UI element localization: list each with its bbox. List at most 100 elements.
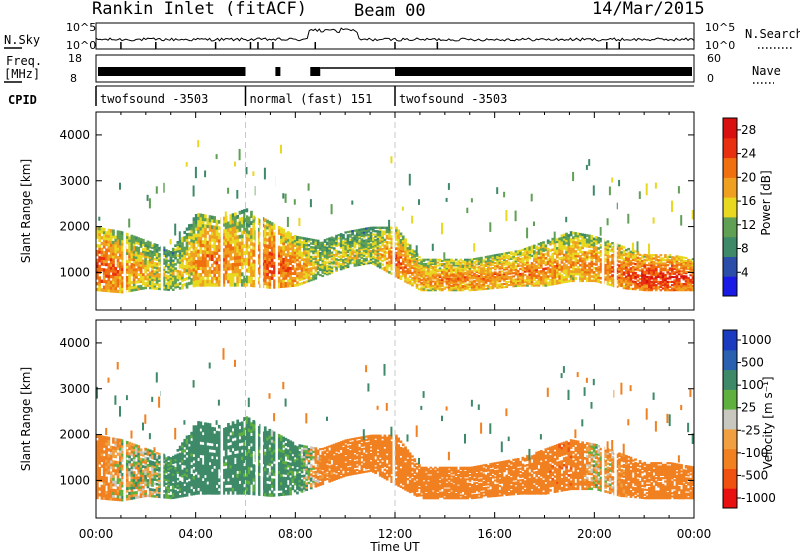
scatter-cell (346, 259, 350, 262)
scatter-cell (443, 268, 446, 271)
scatter-speckle (309, 199, 312, 208)
scatter-cell (385, 228, 389, 232)
scatter-cell (574, 252, 578, 256)
scatter-cell (280, 232, 283, 236)
scatter-cell (303, 241, 306, 244)
scatter-cell (252, 263, 256, 267)
scatter-speckle (565, 216, 568, 223)
scatter-cell (312, 272, 315, 275)
scatter-speckle (505, 210, 508, 222)
scatter-speckle (445, 197, 448, 202)
scatter-cell (406, 270, 410, 273)
scatter-cell (597, 278, 601, 281)
scatter-cell (399, 245, 403, 248)
scatter-cell (165, 288, 168, 291)
scatter-cell (112, 243, 115, 248)
scatter-cell (588, 277, 591, 280)
scatter-cell (98, 288, 101, 292)
scatter-cell (183, 246, 187, 250)
scatter-cell (293, 241, 297, 245)
scatter-cell (98, 461, 101, 465)
scatter-cell (418, 266, 421, 269)
scatter-cell (450, 267, 453, 270)
scatter-cell (227, 231, 230, 235)
scatter-cell (116, 264, 120, 268)
scatter-cell (514, 268, 518, 271)
scatter-cell (413, 263, 417, 266)
scatter-cell (355, 255, 359, 259)
scatter-cell (687, 265, 690, 267)
scatter-cell (351, 248, 354, 251)
scatter-cell (424, 273, 428, 276)
scatter-cell (643, 265, 647, 268)
scatter-cell (100, 259, 104, 263)
scatter-cell (146, 245, 150, 248)
scatter-cell (546, 268, 550, 272)
scatter-cell (395, 274, 398, 278)
scatter-cell (132, 245, 136, 249)
scatter-cell (321, 251, 325, 254)
scatter-cell (516, 269, 520, 273)
scatter-cell (530, 269, 534, 272)
scatter-cell (399, 264, 403, 268)
scatter-cell (507, 275, 511, 278)
scatter-speckle (194, 166, 197, 179)
scatter-cell (657, 280, 660, 283)
scatter-cell (473, 286, 476, 288)
scatter-cell (411, 284, 414, 287)
scatter-cell (151, 265, 154, 269)
scatter-cell (408, 271, 412, 275)
scatter-cell (374, 263, 377, 267)
scatter-cell (689, 268, 693, 271)
scatter-cell (507, 263, 511, 266)
scatter-cell (480, 277, 483, 280)
scatter-cell (459, 282, 463, 284)
scatter-cell (503, 266, 506, 269)
scatter-cell (643, 287, 647, 290)
scatter-cell (109, 249, 113, 253)
scatter-cell (250, 283, 253, 287)
scatter-cell (139, 284, 143, 288)
scatter-cell (293, 234, 297, 238)
scatter-cell (498, 261, 502, 264)
scatter-cell (447, 273, 451, 276)
scatter-cell (293, 260, 297, 264)
scatter-cell (560, 258, 564, 262)
scatter-cell (615, 255, 619, 259)
scatter-cell (638, 274, 642, 277)
scatter-cell (289, 234, 292, 238)
scatter-cell (137, 278, 141, 281)
scatter-cell (326, 246, 329, 249)
scatter-cell (537, 248, 541, 252)
scatter-cell (346, 254, 350, 257)
scatter-cell (684, 281, 688, 284)
scatter-cell (562, 278, 566, 281)
scatter-cell (215, 260, 219, 265)
scatter-cell (337, 255, 341, 258)
scatter-cell (388, 260, 391, 264)
scatter-cell (629, 261, 633, 264)
scatter-cell (234, 249, 237, 254)
scatter-cell (139, 256, 143, 260)
scatter-cell (615, 253, 619, 257)
scatter-cell (194, 263, 198, 268)
scatter-cell (473, 265, 476, 268)
scatter-cell (240, 255, 244, 259)
scatter-cell (211, 215, 214, 220)
scatter-cell (314, 268, 318, 271)
scatter-cell (441, 279, 444, 282)
scatter-cell (314, 241, 318, 244)
scatter-cell (420, 268, 423, 271)
scatter-cell (121, 290, 124, 294)
scatter-cell (312, 242, 315, 245)
scatter-cell (611, 242, 614, 245)
scatter-cell (243, 226, 246, 231)
scatter-cell (100, 435, 104, 439)
scatter-cell (224, 244, 228, 249)
scatter-cell (413, 268, 417, 271)
scatter-cell (496, 277, 499, 280)
scatter-cell (668, 260, 672, 263)
scatter-cell (321, 271, 325, 274)
scatter-cell (684, 286, 688, 289)
scatter-cell (240, 258, 244, 263)
